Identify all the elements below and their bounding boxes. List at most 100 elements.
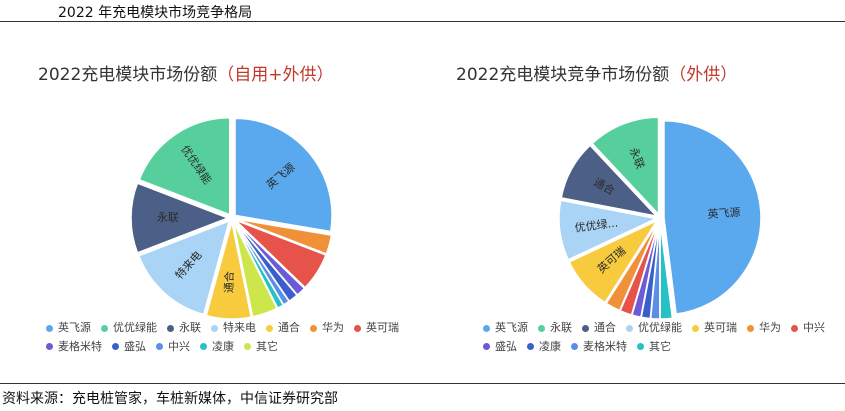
legend-label: 永联: [550, 321, 572, 334]
legend-label: 盛弘: [124, 339, 146, 353]
legend-item: 其它: [637, 338, 671, 356]
legend-label: 凌康: [212, 339, 234, 353]
legend-item: 盛弘: [483, 338, 517, 356]
legend-label: 其它: [256, 339, 278, 353]
chart-title-right: 2022充电模块竞争市场份额（外供）: [456, 60, 737, 85]
legend-label: 中兴: [168, 339, 190, 353]
legend-left: 英飞源 优优绿能 永联 特来电 通合 华为 英可瑞麦格米特 盛弘 中兴 凌康 其它: [46, 319, 426, 356]
legend-label: 麦格米特: [583, 339, 627, 353]
pie-slice: [234, 219, 327, 289]
legend-swatch: [483, 343, 490, 350]
legend-label: 盛弘: [495, 339, 517, 353]
pie-slice: [232, 221, 279, 318]
legend-swatch: [156, 343, 163, 350]
legend-label: 凌康: [539, 339, 561, 353]
legend-item: 凌康: [200, 338, 234, 356]
legend-item: 通合: [266, 319, 300, 337]
legend-label: 永联: [179, 321, 201, 334]
legend-swatch: [527, 343, 534, 350]
legend-label: 其它: [649, 339, 671, 353]
legend-item: 永联: [167, 319, 201, 337]
legend-item: 中兴: [156, 338, 190, 356]
legend-item: 英可瑞: [692, 319, 737, 337]
legend-item: 永联: [538, 319, 572, 337]
legend-swatch: [354, 324, 361, 332]
pie-slice-label: 通合: [221, 271, 236, 293]
pie-slice: [235, 218, 333, 255]
pie-slice: [138, 116, 231, 216]
legend-row: 英飞源 优优绿能 永联 特来电 通合 华为 英可瑞: [46, 319, 426, 338]
legend-item: 中兴: [791, 319, 825, 337]
legend-label: 华为: [759, 321, 781, 334]
legend-item: 特来电: [211, 319, 256, 337]
legend-swatch: [167, 324, 174, 332]
pie-slice-label: 优优绿...: [574, 215, 619, 234]
legend-swatch: [46, 343, 53, 350]
legend-swatch: [310, 324, 317, 332]
legend-item: 麦格米特: [571, 338, 627, 356]
legend-swatch: [483, 324, 490, 332]
pie-slice: [568, 218, 660, 304]
legend-item: 通合: [582, 319, 616, 337]
pie-slice: [560, 144, 659, 218]
legend-label: 英飞源: [495, 321, 528, 334]
legend-swatch: [692, 324, 699, 332]
legend-label: 通合: [594, 321, 616, 334]
pie-slice-label: 英飞源: [707, 205, 741, 221]
legend-item: 英飞源: [46, 319, 91, 337]
legend-label: 英可瑞: [366, 321, 399, 334]
legend-swatch: [637, 343, 644, 350]
legend-item: 华为: [747, 319, 781, 337]
legend-label: 优优绿能: [113, 321, 157, 334]
page-title: 2022 年充电模块市场竞争格局: [58, 5, 253, 21]
legend-swatch: [538, 324, 545, 332]
pie-slice: [663, 119, 762, 315]
legend-swatch: [626, 324, 633, 332]
pie-slice: [558, 199, 659, 261]
pie-slice: [234, 117, 333, 233]
legend-item: 英飞源: [483, 319, 528, 337]
chart-title-right-sub: （外供）: [669, 65, 738, 85]
legend-item: 麦格米特: [46, 338, 102, 356]
chart-title-left-main: 2022充电模块市场份额: [38, 65, 218, 85]
legend-label: 麦格米特: [58, 339, 102, 353]
legend-label: 优优绿能: [638, 321, 682, 334]
legend-swatch: [211, 324, 218, 332]
legend-row: 盛弘 凌康 麦格米特 其它: [483, 338, 843, 357]
bottom-rule: [0, 383, 845, 384]
legend-swatch: [791, 324, 798, 332]
legend-label: 中兴: [803, 321, 825, 334]
legend-item: 其它: [244, 338, 278, 356]
legend-label: 华为: [322, 321, 344, 334]
chart-title-right-main: 2022充电模块竞争市场份额: [456, 65, 670, 85]
pie-slice: [137, 219, 231, 316]
legend-swatch: [266, 324, 273, 332]
chart-title-left: 2022充电模块市场份额（自用+外供）: [38, 60, 334, 85]
top-rule: [0, 21, 845, 22]
pie-slice-label: 永联: [157, 210, 179, 224]
legend-swatch: [112, 343, 119, 350]
legend-swatch: [571, 343, 578, 350]
pie-slice: [605, 221, 659, 312]
legend-item: 优优绿能: [101, 319, 157, 337]
legend-swatch: [747, 324, 754, 332]
legend-swatch: [200, 343, 207, 350]
legend-label: 英可瑞: [704, 321, 737, 334]
legend-right: 英飞源 永联 通合 优优绿能 英可瑞 华为 中兴盛弘 凌康 麦格米特 其它: [483, 319, 843, 356]
legend-item: 华为: [310, 319, 344, 337]
legend-item: 英可瑞: [354, 319, 399, 337]
pie-slice: [205, 221, 253, 320]
chart-title-left-sub: （自用+外供）: [217, 65, 334, 85]
legend-row: 麦格米特 盛弘 中兴 凌康 其它: [46, 338, 426, 357]
legend-swatch: [46, 324, 53, 332]
legend-swatch: [101, 324, 108, 332]
pie-slice: [591, 116, 660, 217]
legend-label: 英飞源: [58, 321, 91, 334]
pie-slice: [130, 182, 231, 254]
legend-item: 凌康: [527, 338, 561, 356]
legend-swatch: [244, 343, 251, 350]
source-note: 资料来源：充电桩管家，车桩新媒体，中信证券研究部: [2, 391, 338, 407]
legend-item: 盛弘: [112, 338, 146, 356]
legend-row: 英飞源 永联 通合 优优绿能 英可瑞 华为 中兴: [483, 319, 843, 338]
